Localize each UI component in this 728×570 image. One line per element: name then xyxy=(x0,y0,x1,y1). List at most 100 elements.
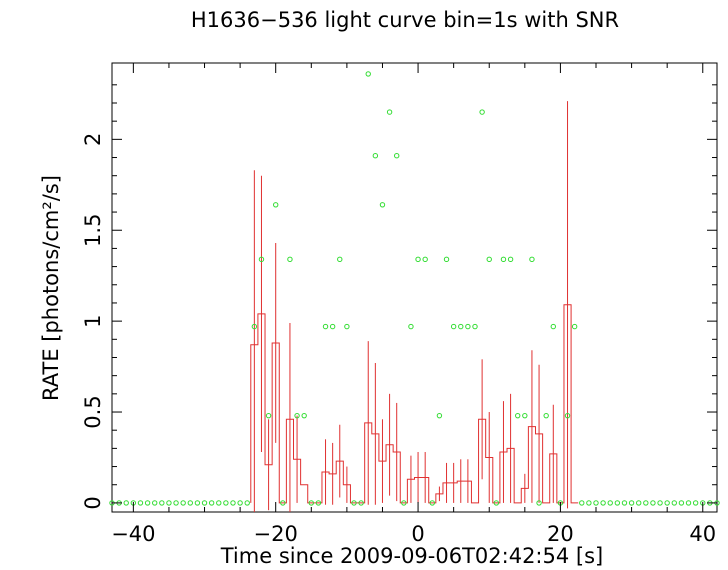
snr-point xyxy=(280,500,286,506)
snr-point xyxy=(265,412,272,419)
plot-area xyxy=(109,62,720,513)
snr-point xyxy=(358,500,364,506)
snr-point xyxy=(415,256,421,263)
snr-point xyxy=(607,500,613,506)
rate-step-line xyxy=(250,304,579,504)
snr-point xyxy=(187,500,193,506)
y-tick-label: 1 xyxy=(81,314,105,327)
x-axis-label: Time since 2009-09-06T02:42:54 [s] xyxy=(220,544,603,568)
rate-histogram xyxy=(250,101,579,512)
snr-point xyxy=(294,412,300,419)
snr-point xyxy=(486,256,492,263)
snr-point xyxy=(479,109,485,115)
snr-point xyxy=(386,109,393,115)
snr-point xyxy=(123,500,129,506)
snr-point xyxy=(493,500,500,506)
snr-point xyxy=(408,323,414,330)
snr-point xyxy=(692,500,699,506)
snr-point xyxy=(194,500,201,506)
snr-point xyxy=(230,500,236,506)
snr-point xyxy=(465,323,471,330)
snr-point xyxy=(216,500,222,506)
snr-point xyxy=(180,500,186,506)
snr-point xyxy=(571,323,578,330)
snr-point xyxy=(579,500,585,506)
snr-point xyxy=(422,256,428,263)
y-axis-label: RATE [photons/cm²/s] xyxy=(39,175,63,401)
snr-point xyxy=(564,412,571,419)
snr-point xyxy=(671,500,677,506)
y-tick-label: 0.5 xyxy=(81,395,105,428)
snr-point xyxy=(664,500,670,506)
snr-point xyxy=(251,323,258,330)
snr-point xyxy=(394,153,400,159)
snr-point xyxy=(237,500,243,506)
snr-point xyxy=(650,500,656,506)
snr-point xyxy=(244,500,250,506)
y-tick-label: 2 xyxy=(81,133,105,146)
x-tick-label: −20 xyxy=(254,522,298,546)
chart-title: H1636−536 light curve bin=1s with SNR xyxy=(191,8,619,32)
snr-point xyxy=(550,323,556,330)
snr-point xyxy=(401,500,407,506)
snr-point xyxy=(273,202,279,208)
snr-point xyxy=(450,323,457,330)
snr-point xyxy=(152,500,158,506)
y-tick-label: 0 xyxy=(81,496,105,509)
snr-point xyxy=(208,500,215,506)
snr-point xyxy=(329,323,336,330)
snr-point xyxy=(614,500,621,506)
snr-point xyxy=(507,256,514,263)
snr-point xyxy=(287,256,293,263)
snr-point xyxy=(308,500,314,506)
snr-point xyxy=(657,500,663,506)
snr-point xyxy=(337,256,343,263)
snr-point xyxy=(315,500,322,506)
snr-point xyxy=(586,500,592,506)
snr-point xyxy=(643,500,649,506)
plot-frame xyxy=(111,62,718,513)
snr-point xyxy=(351,500,357,506)
snr-points xyxy=(109,71,720,506)
y-tick-label: 1.5 xyxy=(81,214,105,247)
snr-point xyxy=(543,412,549,419)
x-tick-label: 40 xyxy=(689,522,716,546)
snr-point xyxy=(515,412,521,419)
series-layer xyxy=(109,71,720,512)
x-tick-label: 0 xyxy=(411,522,424,546)
x-tick-label: 20 xyxy=(547,522,574,546)
snr-point xyxy=(137,500,144,506)
snr-point xyxy=(628,500,635,506)
snr-point xyxy=(379,202,386,208)
snr-point xyxy=(322,323,329,330)
snr-point xyxy=(372,153,379,159)
snr-point xyxy=(166,500,172,506)
snr-point xyxy=(223,500,229,506)
snr-point xyxy=(436,412,443,419)
snr-point xyxy=(458,323,464,330)
snr-point xyxy=(173,500,179,506)
snr-point xyxy=(258,256,265,263)
snr-point xyxy=(593,500,599,506)
x-axis: −40 −20 0 20 40 xyxy=(111,63,716,546)
snr-point xyxy=(443,256,450,263)
snr-point xyxy=(522,412,528,419)
snr-point xyxy=(201,500,208,506)
snr-point xyxy=(429,500,435,506)
snr-point xyxy=(344,323,350,330)
x-tick-label: −40 xyxy=(111,522,155,546)
snr-point xyxy=(685,500,692,506)
snr-point xyxy=(301,412,307,419)
snr-point xyxy=(621,500,628,506)
snr-point xyxy=(678,500,685,506)
snr-point xyxy=(536,500,542,506)
snr-point xyxy=(500,256,507,263)
snr-point xyxy=(600,500,606,506)
snr-point xyxy=(529,256,535,263)
snr-point xyxy=(636,500,642,506)
snr-point xyxy=(472,323,478,330)
snr-point xyxy=(144,500,151,506)
snr-point xyxy=(159,500,165,506)
snr-point xyxy=(365,71,371,77)
